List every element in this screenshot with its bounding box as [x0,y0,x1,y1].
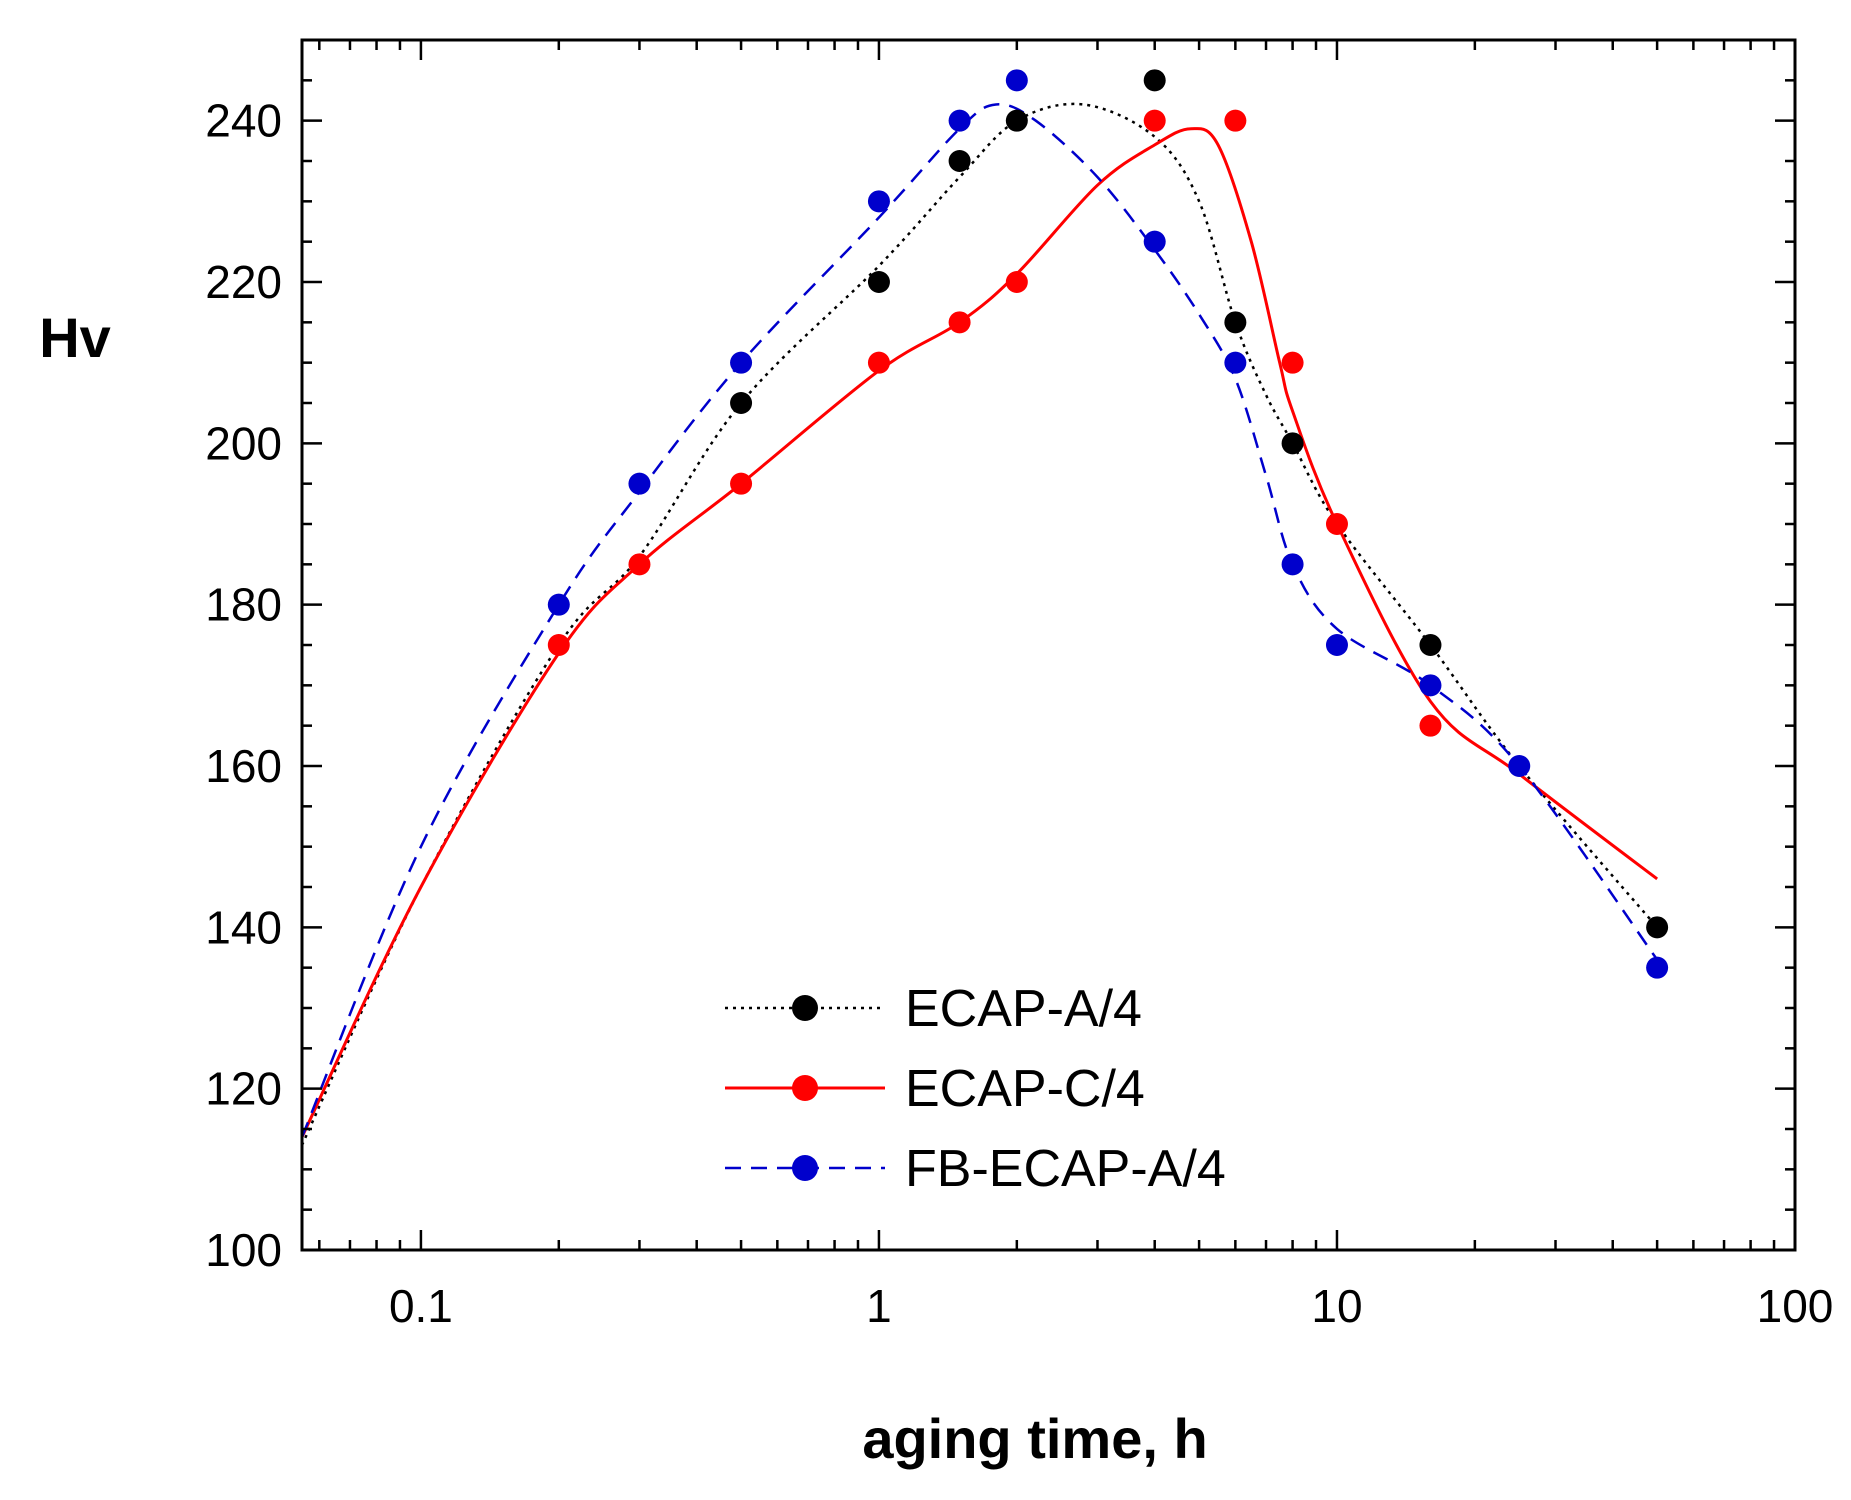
y-tick-label: 220 [205,256,282,308]
y-tick-label: 120 [205,1063,282,1115]
axes [300,38,1797,1252]
data-point-ecap-a-4 [948,150,971,172]
data-point-ecap-c-4 [1005,271,1028,293]
legend-label-ecap-a-4: ECAP-A/4 [905,980,1142,1038]
data-point-ecap-c-4 [1143,109,1166,132]
data-point-ecap-a-4 [1224,311,1247,334]
data-point-fb-ecap-a-4 [628,472,651,495]
x-tick-label: 100 [1757,1280,1834,1332]
data-point-ecap-a-4 [1143,69,1166,92]
data-point-ecap-c-4 [867,351,890,374]
data-point-fb-ecap-a-4 [948,109,971,132]
data-point-ecap-c-4 [1325,513,1348,535]
legend-marker-fb-ecap-a-4 [792,1155,818,1181]
data-point-fb-ecap-a-4 [1143,230,1166,253]
data-point-ecap-a-4 [730,392,753,414]
data-point-ecap-c-4 [1419,714,1442,737]
data-point-ecap-a-4 [1281,432,1304,455]
data-point-fb-ecap-a-4 [547,593,570,616]
x-axis-label: aging time, h [862,1407,1207,1470]
x-tick-label: 0.1 [389,1280,453,1332]
data-point-fb-ecap-a-4 [1419,674,1442,697]
data-point-ecap-c-4 [730,472,753,495]
legend-marker-ecap-c-4 [792,1075,818,1101]
data-point-ecap-a-4 [867,271,890,293]
data-point-fb-ecap-a-4 [1281,553,1304,576]
y-tick-label: 100 [205,1224,282,1276]
data-point-ecap-c-4 [1281,351,1304,374]
tick-labels: 0.1 1 10 100 100 120 140 160 180 200 220 240 [205,95,1833,1332]
series-markers [547,69,1669,979]
series-line-ecap-c-4 [300,127,1659,1138]
legend-marker-ecap-a-4 [792,995,818,1021]
y-tick-label: 240 [205,95,282,147]
data-point-fb-ecap-a-4 [867,190,890,213]
x-tick-label: 10 [1311,1280,1362,1332]
legend: ECAP-A/4 ECAP-C/4 FB-ECAP-A/4 [725,980,1226,1198]
data-point-fb-ecap-a-4 [1005,69,1028,92]
x-tick-label: 1 [866,1280,892,1332]
data-point-fb-ecap-a-4 [1508,755,1531,777]
series-curves [300,102,1659,1146]
data-point-ecap-a-4 [1646,916,1669,939]
data-point-fb-ecap-a-4 [730,351,753,374]
data-point-ecap-a-4 [1005,109,1028,132]
legend-label-fb-ecap-a-4: FB-ECAP-A/4 [905,1140,1226,1198]
y-tick-label: 200 [205,417,282,469]
data-point-fb-ecap-a-4 [1224,351,1247,374]
y-axis-label: Hv [39,306,111,369]
data-point-ecap-c-4 [948,311,971,334]
data-point-fb-ecap-a-4 [1646,956,1669,979]
data-point-ecap-c-4 [628,553,651,576]
y-tick-label: 140 [205,901,282,953]
series-line-fb-ecap-a-4 [300,103,1659,1138]
y-tick-label: 160 [205,740,282,792]
legend-label-ecap-c-4: ECAP-C/4 [905,1060,1145,1118]
data-point-ecap-c-4 [547,634,570,656]
data-point-fb-ecap-a-4 [1325,634,1348,656]
data-point-ecap-a-4 [1419,634,1442,656]
y-tick-label: 180 [205,579,282,631]
data-point-ecap-c-4 [1224,109,1247,132]
